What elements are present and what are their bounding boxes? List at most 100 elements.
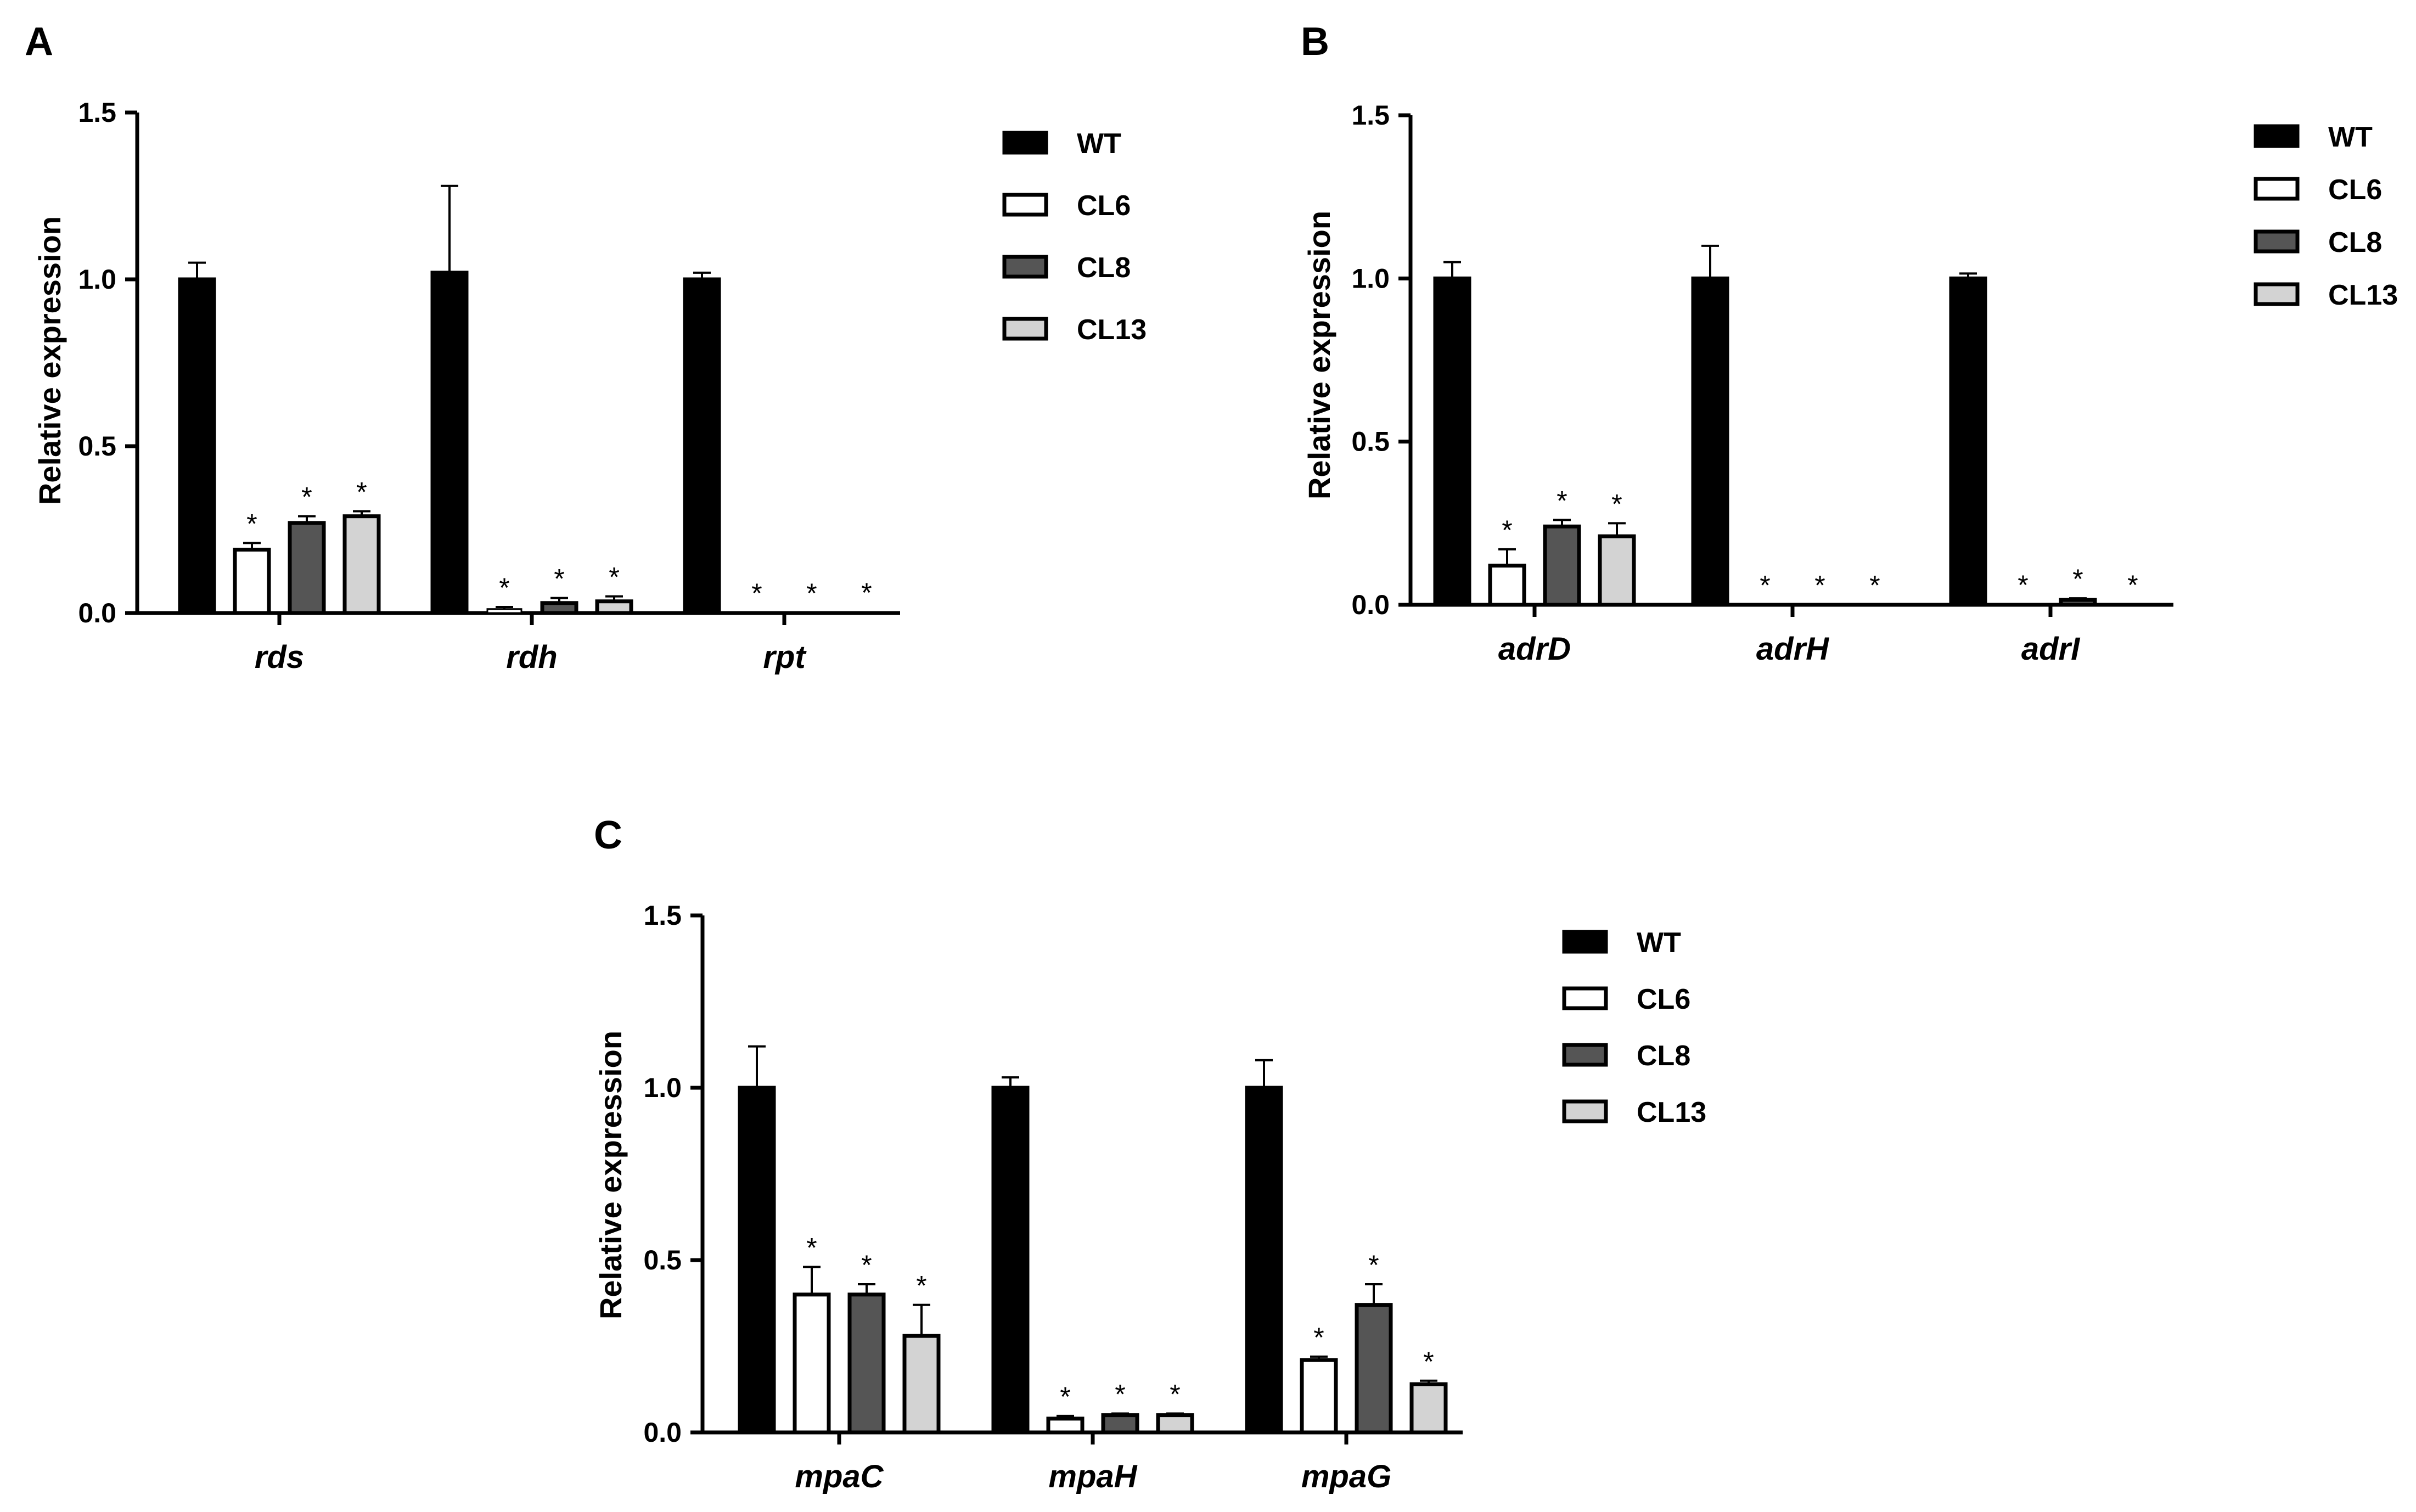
plot-c: 0.0 0.5 1.0 1.5 mpaC * * * mpaH * * * mpaG * * * [643, 900, 1463, 1494]
significance-marker: * [1368, 1250, 1379, 1280]
category-label: rdh [506, 639, 557, 675]
significance-marker: * [1814, 570, 1825, 600]
y-tick-label: 1.0 [78, 264, 116, 295]
y-tick-label: 0.5 [78, 431, 116, 462]
legend-swatch-cl8 [2254, 229, 2300, 254]
bar-wt [683, 277, 721, 615]
significance-marker: * [554, 564, 564, 594]
bar-cl13 [849, 611, 885, 614]
significance-marker: * [499, 572, 509, 603]
bar-cl6 [1747, 603, 1783, 606]
panel-a: A Relative expression 0.0 0.5 1.0 1.5 rds * * *… [25, 20, 1147, 675]
legend-label-wt: WT [1077, 128, 1121, 160]
legend-swatch-wt [2254, 124, 2300, 148]
bar-cl13 [1409, 1382, 1448, 1435]
bar-cl6 [1300, 1358, 1338, 1435]
legend-c: WT CL6 CL8 CL13 [1562, 927, 1706, 1128]
category-label: adrD [1498, 631, 1571, 667]
bar-cl13 [1156, 1413, 1194, 1435]
legend-swatch-wt [1002, 131, 1048, 155]
category-label: rpt [763, 639, 807, 675]
bar-cl13 [1857, 603, 1893, 606]
legend-swatch-cl8 [1002, 255, 1048, 279]
bar-wt [178, 277, 216, 615]
bar-wt [738, 1086, 776, 1435]
significance-marker: * [356, 477, 367, 508]
significance-marker: * [916, 1271, 926, 1301]
y-tick-label: 1.5 [643, 900, 682, 931]
category-label: rds [255, 639, 304, 675]
significance-marker: * [1170, 1379, 1180, 1409]
legend-label-cl6: CL6 [2328, 174, 2382, 206]
y-tick-label: 0.5 [1351, 426, 1390, 457]
significance-marker: * [1557, 485, 1567, 516]
significance-marker: * [2072, 564, 2083, 594]
bar-cl13 [902, 1334, 941, 1435]
legend-label-cl6: CL6 [1077, 190, 1131, 222]
bar-cl13 [342, 514, 381, 615]
bar-cl13 [1598, 534, 1636, 607]
bar-cl8 [2059, 598, 2097, 607]
bar-cl13 [595, 599, 633, 615]
legend-swatch-cl8 [1562, 1043, 1608, 1067]
significance-marker: * [1115, 1379, 1125, 1409]
y-tick-label: 0.0 [643, 1417, 682, 1448]
significance-marker: * [806, 1233, 817, 1263]
bar-cl8 [1355, 1303, 1393, 1435]
significance-marker: * [806, 578, 817, 609]
bar-cl6 [739, 611, 775, 614]
significance-marker: * [1502, 515, 1512, 546]
category-label: mpaG [1301, 1459, 1391, 1494]
bar-wt [1433, 276, 1471, 607]
bar-cl6 [793, 1292, 831, 1435]
bar-cl8 [794, 611, 830, 614]
significance-marker: * [861, 577, 872, 608]
legend-label-cl13: CL13 [1077, 314, 1147, 346]
bar-cl13 [2115, 603, 2151, 606]
y-tick-label: 1.5 [78, 97, 116, 128]
category-label: adrH [1756, 631, 1829, 667]
legend-b: WT CL6 CL8 CL13 [2254, 121, 2398, 311]
panel-letter-a: A [25, 20, 53, 64]
significance-marker: * [1313, 1322, 1324, 1353]
bar-cl8 [1802, 603, 1838, 606]
y-tick-label: 1.0 [643, 1072, 682, 1103]
y-tick-label: 1.0 [1351, 263, 1390, 294]
legend-swatch-cl6 [1562, 986, 1608, 1010]
category-label: mpaH [1048, 1459, 1137, 1494]
bar-cl6 [1046, 1417, 1085, 1435]
bar-wt [430, 271, 469, 615]
legend-label-cl8: CL8 [2328, 227, 2382, 258]
bar-cl8 [540, 601, 578, 615]
y-axis-label-a: Relative expression [32, 216, 67, 505]
y-tick-label: 0.0 [1351, 589, 1390, 620]
plot-b: 0.0 0.5 1.0 1.5 adrD * * * adrH * * * adrI * * * [1351, 100, 2173, 667]
bar-cl8 [847, 1292, 886, 1435]
significance-marker: * [246, 508, 257, 539]
bar-wt [1691, 276, 1729, 607]
significance-marker: * [1060, 1381, 1070, 1412]
significance-marker: * [861, 1250, 872, 1280]
legend-swatch-wt [1562, 930, 1608, 954]
legend-label-cl8: CL8 [1077, 252, 1131, 284]
legend-label-cl6: CL6 [1637, 983, 1690, 1015]
significance-marker: * [2127, 570, 2138, 600]
panel-c: C Relative expression 0.0 0.5 1.0 1.5 mpaC * *… [593, 813, 1706, 1494]
bar-cl6 [2005, 603, 2041, 606]
significance-marker: * [2018, 570, 2028, 600]
legend-label-wt: WT [2328, 121, 2373, 153]
panel-letter-b: B [1301, 20, 1329, 64]
y-tick-label: 0.5 [643, 1245, 682, 1275]
legend-label-wt: WT [1637, 927, 1681, 959]
legend-swatch-cl6 [1002, 193, 1048, 217]
significance-marker: * [751, 578, 762, 609]
bar-cl8 [1101, 1413, 1139, 1435]
category-label: adrI [2021, 631, 2081, 667]
bar-wt [1245, 1086, 1283, 1435]
bar-wt [991, 1086, 1030, 1435]
legend-swatch-cl6 [2254, 177, 2300, 201]
legend-label-cl13: CL13 [2328, 279, 2398, 311]
bar-cl6 [486, 608, 522, 614]
